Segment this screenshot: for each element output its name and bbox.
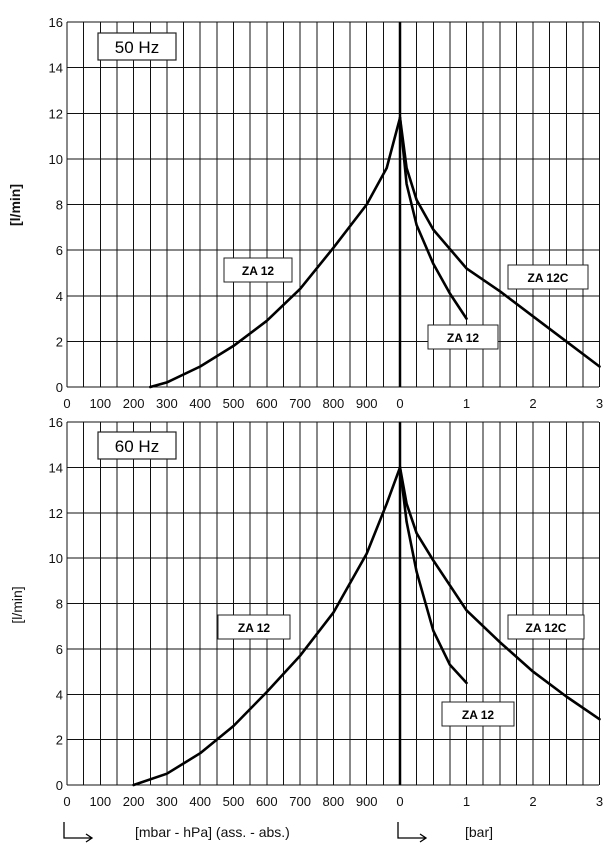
series-label-pressure-za12-box [427, 324, 499, 350]
x-tick-label-vacuum: 500 [223, 396, 245, 411]
x-tick-label-vacuum: 300 [156, 794, 178, 809]
x-tick-label-vacuum: 0 [396, 396, 403, 411]
x-tick-label-vacuum: 500 [223, 794, 245, 809]
y-axis-label: [l/min] [7, 184, 23, 226]
x-tick-label-vacuum: 100 [89, 396, 111, 411]
series-label-pressure-za12: ZA 12 [462, 708, 495, 722]
series-line-vacuum-za12 [149, 116, 402, 389]
x-tick-label-vacuum: 400 [189, 794, 211, 809]
frequency-badge-box [97, 431, 177, 460]
x-tick-label-pressure: 1 [463, 794, 470, 809]
x-tick-label-pressure: 2 [529, 396, 536, 411]
series-line-pressure-za12c [398, 466, 601, 721]
vacuum-arrow-icon [63, 822, 94, 843]
x-tick-label-vacuum: 700 [289, 794, 311, 809]
x-tick-label-vacuum: 600 [256, 794, 278, 809]
series-label-pressure-za12: ZA 12 [447, 331, 480, 345]
x-tick-label-pressure: 1 [463, 396, 470, 411]
y-tick-label: 2 [56, 733, 63, 748]
series-label-pressure-za12c-box [507, 614, 585, 640]
x-tick-label-pressure: 2 [529, 794, 536, 809]
x-tick-label-pressure: 3 [596, 396, 603, 411]
y-tick-label: 16 [49, 15, 63, 30]
frequency-badge-box [97, 32, 177, 61]
x-tick-label-vacuum: 300 [156, 396, 178, 411]
y-tick-label: 4 [56, 687, 63, 702]
x-tick-label-vacuum: 0 [63, 794, 70, 809]
series-line-pressure-za12 [398, 466, 468, 685]
y-tick-label: 2 [56, 334, 63, 349]
series-label-vacuum-za12: ZA 12 [238, 621, 271, 635]
series-label-pressure-za12c-box [507, 264, 589, 290]
series-label-vacuum-za12-box [217, 614, 291, 640]
frequency-badge: 60 Hz [115, 437, 159, 456]
y-tick-label: 6 [56, 243, 63, 258]
x-tick-label-vacuum: 900 [356, 794, 378, 809]
y-tick-label: 8 [56, 198, 63, 213]
y-tick-label: 12 [49, 506, 63, 521]
x-tick-label-vacuum: 600 [256, 396, 278, 411]
series-line-vacuum-za12 [132, 466, 402, 787]
grid [66, 421, 600, 786]
series-label-vacuum-za12: ZA 12 [242, 264, 275, 278]
x-tick-label-vacuum: 200 [123, 396, 145, 411]
y-tick-label: 0 [56, 778, 63, 793]
y-tick-label: 14 [49, 460, 63, 475]
y-tick-label: 6 [56, 642, 63, 657]
y-tick-label: 10 [49, 551, 63, 566]
y-tick-label: 0 [56, 380, 63, 395]
series-label-pressure-za12c: ZA 12C [526, 621, 567, 635]
pressure-unit-label: [bar] [465, 824, 493, 840]
x-tick-label-vacuum: 100 [89, 794, 111, 809]
y-tick-label: 10 [49, 152, 63, 167]
x-tick-label-vacuum: 200 [123, 794, 145, 809]
pressure-arrow-icon [397, 822, 428, 843]
series-line-pressure-za12 [398, 116, 468, 320]
x-tick-label-vacuum: 700 [289, 396, 311, 411]
x-tick-label-vacuum: 800 [323, 794, 345, 809]
x-tick-label-vacuum: 0 [63, 396, 70, 411]
frequency-badge: 50 Hz [115, 38, 159, 57]
y-tick-label: 12 [49, 106, 63, 121]
y-tick-label: 4 [56, 289, 63, 304]
y-tick-label: 8 [56, 597, 63, 612]
x-tick-label-vacuum: 0 [396, 794, 403, 809]
y-axis-label: [l/min] [9, 586, 25, 623]
x-tick-label-vacuum: 400 [189, 396, 211, 411]
series-line-pressure-za12c [398, 116, 601, 368]
y-tick-label: 14 [49, 61, 63, 76]
x-tick-label-vacuum: 800 [323, 396, 345, 411]
y-tick-label: 16 [49, 415, 63, 430]
series-label-pressure-za12-box [441, 701, 515, 727]
vacuum-unit-label: [mbar - hPa] (ass. - abs.) [135, 824, 290, 840]
series-label-vacuum-za12-box [223, 257, 293, 283]
grid [66, 21, 600, 388]
series-label-pressure-za12c: ZA 12C [528, 271, 569, 285]
x-tick-label-vacuum: 900 [356, 396, 378, 411]
chart-footer: [mbar - hPa] (ass. - abs.) [bar] [63, 822, 493, 843]
x-tick-label-pressure: 3 [596, 794, 603, 809]
